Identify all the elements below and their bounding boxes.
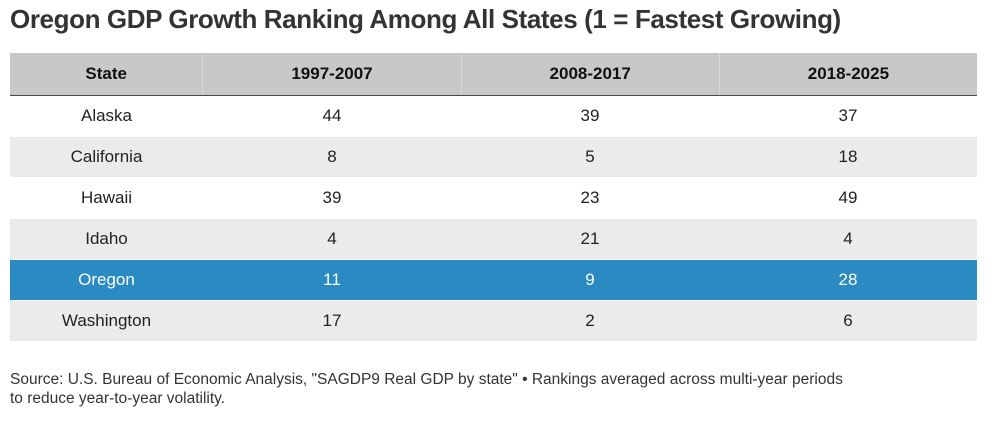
header-2018-2025: 2018-2025 [718,53,977,95]
rank-cell: 9 [585,270,595,289]
state-cell: Hawaii [80,188,133,207]
rank-cell: 18 [838,147,858,166]
state-cell: Alaska [80,106,133,125]
rank-cell: 21 [580,229,600,248]
rank-cell: 49 [838,188,858,207]
rank-cell: 17 [322,311,342,330]
table-header-row: State 1997-2007 2008-2017 2018-2025 [10,53,977,96]
table-row-highlighted: Oregon 11 9 28 [10,260,977,301]
state-cell: California [70,147,143,166]
rank-cell: 44 [322,106,342,125]
chart-title: Oregon GDP Growth Ranking Among All Stat… [10,4,841,34]
rank-cell: 4 [327,229,337,248]
source-note: Source: U.S. Bureau of Economic Analysis… [10,371,843,407]
header-2008-2017: 2008-2017 [460,53,719,95]
rank-cell: 4 [843,229,853,248]
rank-cell: 39 [580,106,600,125]
rank-cell: 28 [838,270,858,289]
ranking-table: State 1997-2007 2008-2017 2018-2025 Alas… [10,53,977,342]
rank-cell: 8 [327,147,337,166]
rank-cell: 5 [585,147,595,166]
header-state: State [85,64,127,83]
rank-cell: 39 [322,188,342,207]
rank-cell: 23 [580,188,600,207]
table-row: Hawaii 39 23 49 [10,178,977,219]
state-cell: Washington [61,311,152,330]
table-row: California 8 5 18 [10,137,977,178]
header-1997-2007: 1997-2007 [202,53,460,95]
rank-cell: 11 [323,270,341,289]
table-row: Alaska 44 39 37 [10,96,977,137]
rank-cell: 6 [843,311,853,330]
table-row: Washington 17 2 6 [10,301,977,342]
rank-cell: 37 [838,106,858,125]
table-row: Idaho 4 21 4 [10,219,977,260]
state-cell: Idaho [85,229,128,248]
state-cell: Oregon [78,270,135,289]
rank-cell: 2 [585,311,595,330]
